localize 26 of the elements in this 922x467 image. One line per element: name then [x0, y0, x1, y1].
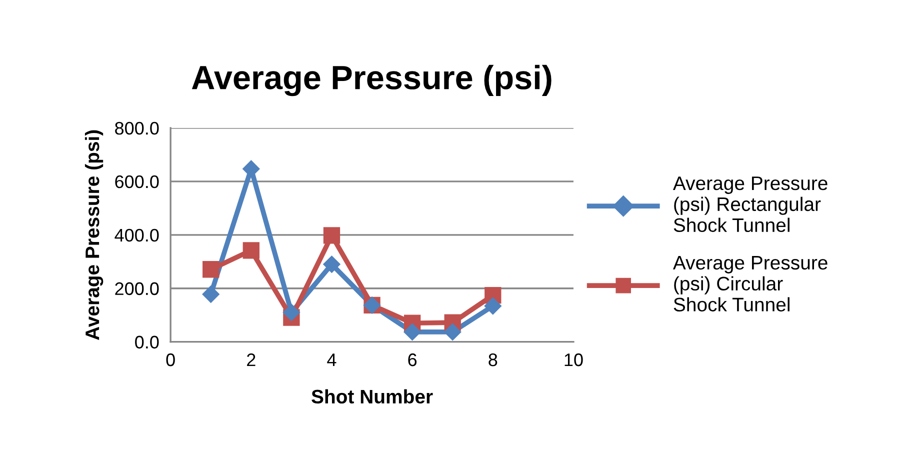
x-tick-label: 6	[408, 353, 417, 366]
point	[242, 242, 260, 259]
x-tick-label: 10	[564, 353, 583, 366]
point	[282, 304, 300, 321]
point	[444, 323, 462, 341]
x-tick-label: 0	[166, 353, 175, 366]
y-tick-label: 200.0	[115, 282, 159, 296]
y-axis-title: Average Pressure (psi)	[84, 130, 104, 340]
point	[404, 323, 421, 341]
x-tick-label: 8	[488, 353, 498, 366]
point	[323, 256, 340, 273]
y-tick-label: 0.0	[135, 336, 159, 349]
x-axis-title: Shot Number	[312, 389, 433, 404]
y-tick-label: 400.0	[114, 228, 159, 242]
point	[242, 160, 260, 178]
x-tick-label: 2	[247, 353, 256, 366]
point	[484, 297, 502, 315]
point	[202, 286, 220, 303]
legend-label: Average Pressure (psi) Rectangular Shock Tunnel	[672, 176, 828, 232]
legend-label: Average Pressure (psi) Circular Shock Tunnel	[672, 256, 828, 312]
point	[202, 261, 220, 278]
point	[323, 227, 340, 244]
y-tick-label: 800.0	[115, 122, 159, 135]
y-tick-label: 600.0	[115, 175, 159, 188]
chart-title: Average Pressure (psi)	[192, 64, 552, 96]
x-tick-label: 4	[327, 354, 336, 366]
